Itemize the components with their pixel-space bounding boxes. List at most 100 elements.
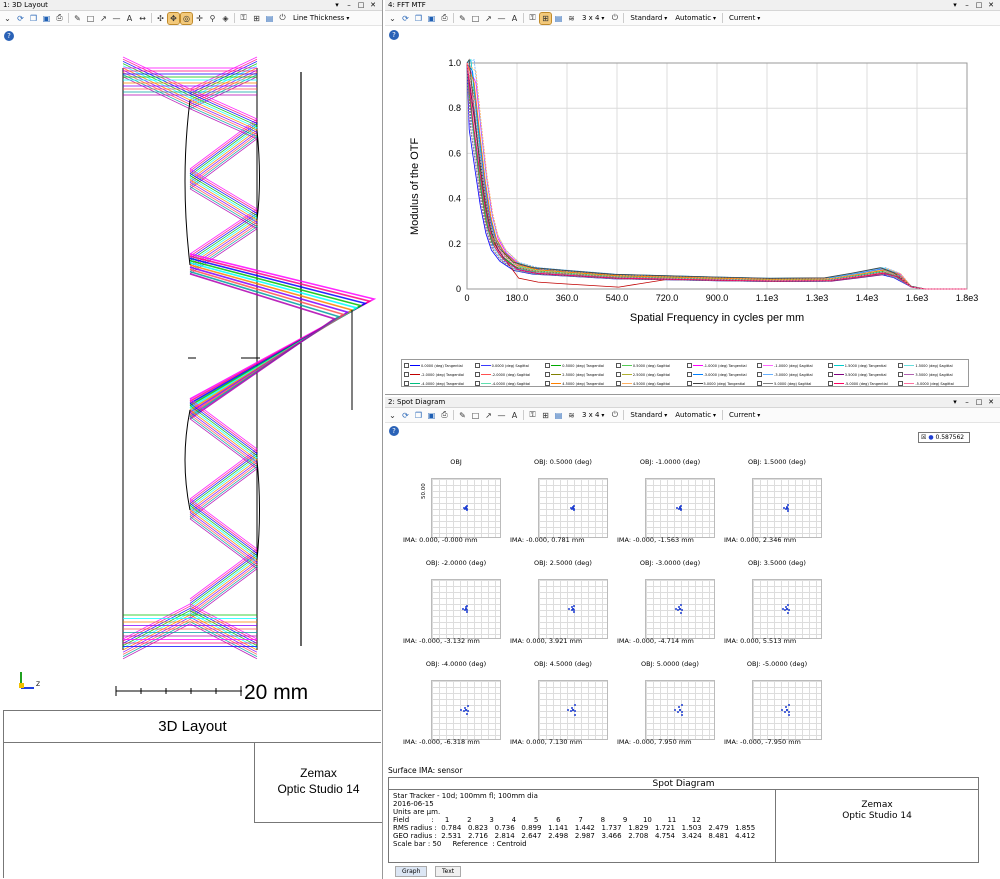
text-icon[interactable]: A — [511, 13, 518, 23]
legend-item[interactable]: 0.0000 (deg) Tangential — [404, 363, 472, 368]
layout-titlebar[interactable]: 1: 3D Layout ▾ – □ ✕ — [0, 0, 382, 11]
save-icon[interactable]: ▣ — [427, 13, 436, 23]
legend-item[interactable]: -4.0000 (deg) Tangential — [404, 381, 472, 386]
legend-checkbox-icon[interactable] — [545, 363, 551, 368]
power-icon[interactable]: ⏻ — [279, 13, 286, 22]
legend-item[interactable]: 0.5000 (deg) Tangential — [545, 363, 613, 368]
close-icon[interactable]: ✕ — [370, 1, 376, 9]
copy-icon[interactable]: ❐ — [414, 410, 423, 420]
legend-checkbox-icon[interactable] — [474, 363, 480, 368]
legend-item[interactable]: -1.0000 (deg) Tangential — [686, 363, 755, 368]
legend-item[interactable]: -2.0000 (deg) Tangential — [404, 372, 472, 377]
rotate-icon[interactable]: ✣ — [157, 13, 164, 23]
line-icon[interactable]: — — [497, 410, 506, 420]
maximize-icon[interactable]: □ — [975, 398, 983, 406]
line-icon[interactable]: — — [497, 13, 506, 23]
power-icon[interactable]: ⏻ — [611, 13, 619, 22]
reset-view-icon[interactable]: ◈ — [222, 13, 229, 23]
help-icon[interactable]: ? — [4, 31, 14, 41]
line-icon[interactable]: — — [112, 13, 121, 23]
maximize-icon[interactable]: □ — [357, 1, 365, 9]
grid-size-dropdown[interactable]: 3 x 4 — [579, 14, 607, 22]
rectangle-icon[interactable]: □ — [86, 13, 95, 23]
text-icon[interactable]: A — [511, 410, 518, 420]
legend-checkbox-icon[interactable] — [898, 363, 904, 368]
window-dropdown-icon[interactable]: ▾ — [335, 1, 339, 9]
close-icon[interactable]: ✕ — [988, 398, 994, 406]
refresh-icon[interactable]: ⟳ — [402, 13, 409, 23]
legend-item[interactable]: -4.0000 (deg) Sagittal — [474, 381, 543, 386]
legend-item[interactable]: -5.0000 (deg) Tangential — [827, 381, 896, 386]
legend-item[interactable]: 3.5000 (deg) Sagittal — [898, 372, 966, 377]
help-icon[interactable]: ? — [389, 30, 399, 40]
legend-item[interactable]: 3.5000 (deg) Tangential — [827, 372, 896, 377]
legend-checkbox-icon[interactable] — [474, 381, 480, 386]
legend-checkbox-icon[interactable] — [686, 372, 692, 377]
legend-checkbox-icon[interactable] — [615, 363, 621, 368]
copy-icon[interactable]: ❐ — [414, 13, 423, 23]
zoom-icon[interactable]: ⚲ — [209, 13, 216, 23]
legend-checkbox-icon[interactable] — [615, 381, 621, 386]
pan-icon[interactable]: ✥ — [167, 11, 180, 25]
window-dropdown-icon[interactable]: ▾ — [953, 1, 957, 9]
legend-checkbox-icon[interactable] — [827, 363, 833, 368]
automatic-dropdown[interactable]: Automatic — [672, 411, 719, 419]
legend-item[interactable]: -2.0000 (deg) Sagittal — [474, 372, 543, 377]
text-icon[interactable]: A — [126, 13, 133, 23]
legend-checkbox-icon[interactable] — [545, 372, 551, 377]
grid-size-dropdown[interactable]: 3 x 4 — [579, 411, 607, 419]
window-icon[interactable]: ▤ — [554, 13, 563, 23]
print-icon[interactable]: ⎙ — [441, 410, 448, 419]
legend-checkbox-icon[interactable] — [827, 381, 833, 386]
legend-item[interactable]: 5.0000 (deg) Sagittal — [757, 381, 825, 386]
legend-checkbox-icon[interactable] — [686, 381, 692, 386]
arrow-icon[interactable]: ↗ — [485, 410, 492, 420]
legend-checkbox-icon[interactable]: ☒ — [921, 434, 927, 441]
window-icon[interactable]: ▤ — [554, 410, 563, 420]
save-icon[interactable]: ▣ — [42, 13, 51, 23]
legend-checkbox-icon[interactable] — [757, 381, 763, 386]
window-icon[interactable]: ▤ — [265, 13, 274, 23]
rectangle-icon[interactable]: □ — [471, 13, 480, 23]
standard-dropdown[interactable]: Standard — [627, 411, 670, 419]
legend-item[interactable]: 4.5000 (deg) Tangential — [545, 381, 613, 386]
legend-checkbox-icon[interactable] — [898, 381, 904, 386]
legend-checkbox-icon[interactable] — [615, 372, 621, 377]
legend-item[interactable]: 1.5000 (deg) Tangential — [827, 363, 896, 368]
current-dropdown[interactable]: Current — [726, 411, 763, 419]
help-icon[interactable]: ? — [389, 426, 399, 436]
legend-checkbox-icon[interactable] — [404, 363, 409, 368]
legend-checkbox-icon[interactable] — [545, 381, 551, 386]
legend-item[interactable]: -5.0000 (deg) Sagittal — [898, 381, 966, 386]
grid-icon[interactable]: ⊞ — [539, 11, 552, 25]
layers-icon[interactable]: ≋ — [568, 410, 575, 420]
minimize-icon[interactable]: – — [347, 1, 351, 9]
lock-icon[interactable]: ⚿ — [529, 13, 536, 22]
pencil-icon[interactable]: ✎ — [74, 13, 81, 23]
minimize-icon[interactable]: – — [965, 1, 969, 9]
legend-item[interactable]: 0.0000 (deg) Sagittal — [474, 363, 543, 368]
lock-icon[interactable]: ⚿ — [240, 13, 247, 22]
legend-item[interactable]: -1.0000 (deg) Sagittal — [757, 363, 825, 368]
legend-checkbox-icon[interactable] — [757, 363, 763, 368]
collapse-icon[interactable]: ⌄ — [389, 410, 396, 420]
current-dropdown[interactable]: Current — [726, 14, 763, 22]
spot-titlebar[interactable]: 2: Spot Diagram ▾ – □ ✕ — [385, 397, 1000, 408]
legend-item[interactable]: 4.5000 (deg) Sagittal — [615, 381, 684, 386]
legend-checkbox-icon[interactable] — [474, 372, 480, 377]
refresh-icon[interactable]: ⟳ — [402, 410, 409, 420]
line-thickness-dropdown[interactable]: Line Thickness — [290, 14, 352, 22]
minimize-icon[interactable]: – — [965, 398, 969, 406]
legend-item[interactable]: 5.0000 (deg) Tangential — [686, 381, 755, 386]
grid-icon[interactable]: ⊞ — [253, 13, 260, 23]
copy-icon[interactable]: ❐ — [29, 13, 38, 23]
grid-icon[interactable]: ⊞ — [542, 410, 549, 420]
automatic-dropdown[interactable]: Automatic — [672, 14, 719, 22]
arrow-icon[interactable]: ↗ — [100, 13, 107, 23]
pencil-icon[interactable]: ✎ — [459, 13, 466, 23]
print-icon[interactable]: ⎙ — [56, 13, 63, 22]
collapse-icon[interactable]: ⌄ — [4, 13, 11, 23]
camera-icon[interactable]: ◎ — [180, 11, 193, 25]
legend-item[interactable]: -3.0000 (deg) Sagittal — [757, 372, 825, 377]
save-icon[interactable]: ▣ — [427, 410, 436, 420]
